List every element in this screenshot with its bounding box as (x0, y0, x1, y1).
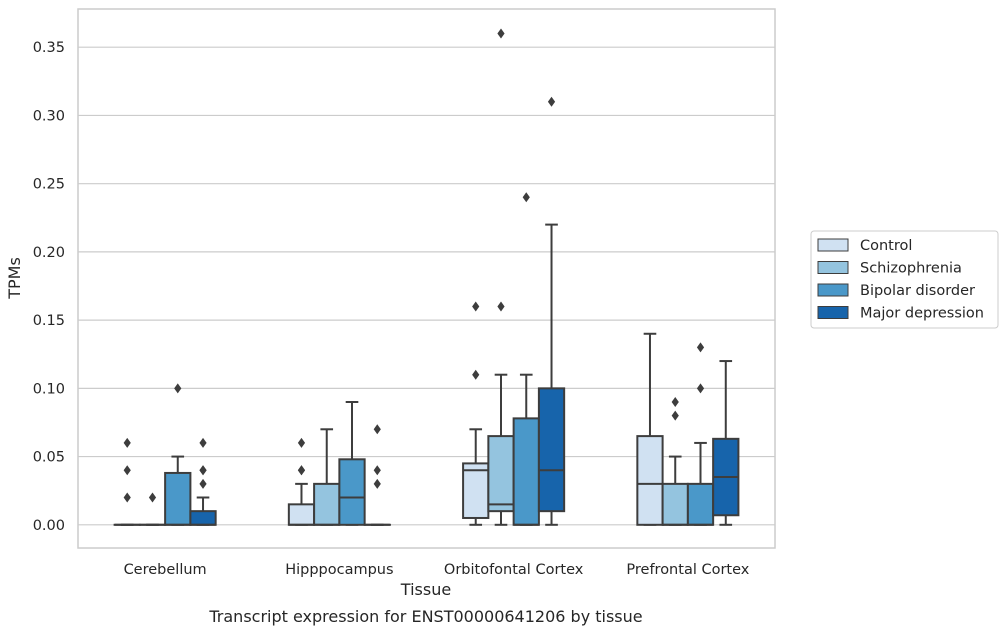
outlier-point (297, 465, 306, 476)
box-control (287, 437, 316, 526)
box-bipolar-disorder (338, 400, 366, 526)
outlier-point (297, 437, 306, 448)
box-bipolar-disorder (164, 383, 192, 526)
outlier-point (199, 478, 207, 489)
chart-caption: Transcript expression for ENST0000064120… (208, 607, 642, 626)
box-groups (113, 28, 740, 526)
box-body (164, 471, 192, 526)
legend: Control Schizophrenia Bipolar disorder Majo… (810, 230, 999, 329)
box-major-depression (363, 424, 391, 526)
outlier-point (123, 492, 131, 503)
box-schizophrenia (313, 428, 341, 526)
box-body (487, 435, 515, 513)
x-axis-ticks: Cerebellum Hipppocampus Orbitofontal Corte… (124, 562, 750, 578)
outlier-point (547, 96, 556, 107)
box-major-depression (537, 96, 566, 526)
x-tick-label: Hipppocampus (285, 562, 393, 578)
box-body (313, 482, 341, 526)
x-tick-label: Orbitofontal Cortex (444, 562, 584, 578)
box-body (287, 503, 316, 526)
box-body (636, 435, 664, 526)
x-tick-label: Prefrontal Cortex (626, 562, 749, 578)
y-tick-label: 0.10 (33, 381, 65, 397)
box-body (189, 510, 217, 526)
box-body (661, 482, 689, 526)
outlier-point (696, 342, 705, 353)
outlier-point (123, 465, 131, 476)
y-axis-ticks: 0.00 0.05 0.10 0.15 0.20 0.25 0.30 0.35 (33, 40, 65, 534)
outlier-point (522, 192, 530, 203)
box-control (113, 437, 141, 526)
box-schizophrenia (138, 492, 167, 526)
legend-swatch (817, 261, 849, 274)
legend-swatch (817, 283, 849, 297)
legend-swatch (817, 306, 849, 319)
y-tick-label: 0.30 (33, 108, 65, 124)
outlier-point (497, 28, 505, 39)
box-bipolar-disorder (512, 192, 540, 526)
outlier-point (472, 301, 480, 312)
legend-label: Bipolar disorder (860, 283, 975, 299)
outlier-point (373, 478, 381, 489)
y-axis-title: TPMs (5, 257, 24, 300)
outlier-point (472, 369, 480, 380)
grid-lines (78, 46, 775, 526)
outlier-point (174, 383, 182, 394)
y-tick-label: 0.15 (33, 313, 65, 329)
box-body (462, 462, 490, 519)
outlier-point (696, 383, 705, 394)
box-body (338, 458, 366, 526)
box-control (462, 301, 490, 526)
y-tick-label: 0.20 (33, 245, 65, 261)
outlier-point (497, 301, 505, 312)
plot-area-frame (77, 8, 776, 549)
outlier-point (199, 437, 207, 448)
outlier-point (199, 465, 207, 476)
x-tick-label: Cerebellum (124, 562, 207, 578)
x-axis-title: Tissue (400, 580, 451, 599)
box-body (512, 417, 540, 526)
legend-label: Control (860, 238, 912, 254)
y-tick-label: 0.35 (33, 40, 65, 56)
outlier-point (373, 465, 381, 476)
outlier-point (671, 396, 679, 407)
box-major-depression (712, 360, 740, 526)
outlier-point (671, 410, 679, 421)
box-schizophrenia (661, 396, 689, 526)
y-tick-label: 0.25 (33, 177, 65, 193)
box-bipolar-disorder (686, 342, 715, 526)
outlier-point (123, 437, 131, 448)
legend-label: Schizophrenia (860, 261, 962, 277)
box-body (686, 482, 715, 526)
box-body (537, 387, 566, 513)
legend-swatch (817, 238, 849, 252)
y-tick-label: 0.00 (33, 518, 65, 534)
y-tick-label: 0.05 (33, 450, 65, 466)
box-schizophrenia (487, 28, 515, 526)
outlier-point (373, 424, 381, 435)
outlier-point (148, 492, 157, 503)
legend-label: Major depression (860, 306, 984, 322)
box-major-depression (189, 437, 217, 526)
box-control (636, 332, 664, 526)
legend-frame (810, 230, 999, 329)
